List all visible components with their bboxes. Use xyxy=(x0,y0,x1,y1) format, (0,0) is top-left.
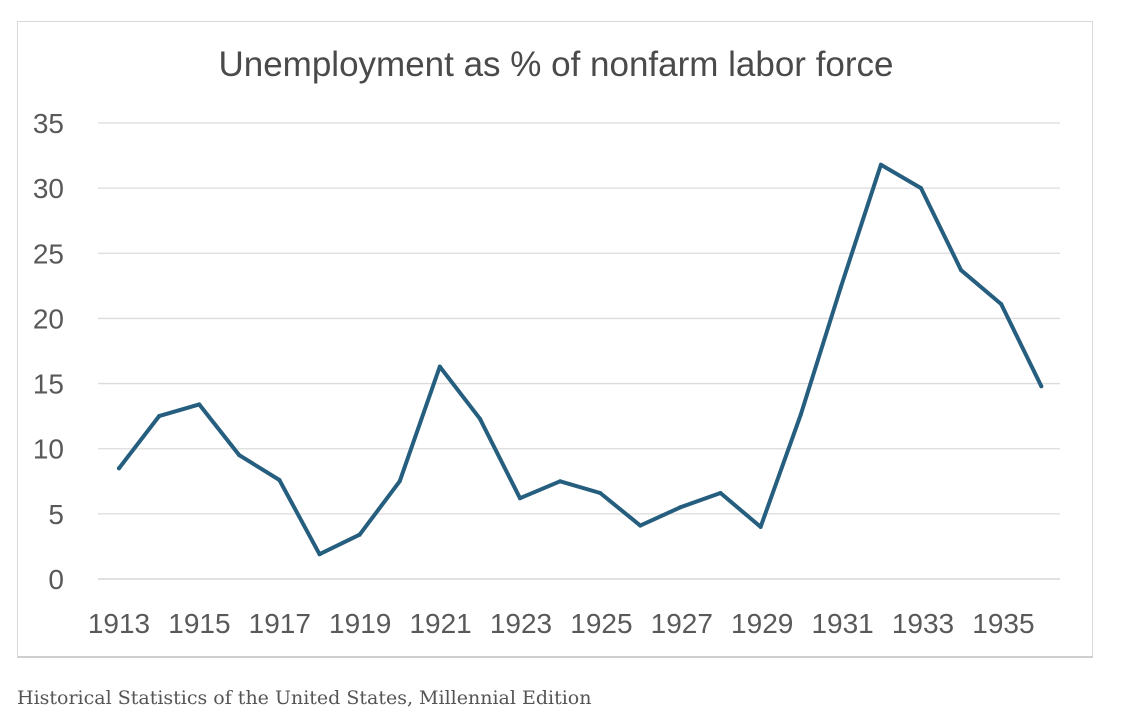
data-point xyxy=(718,491,723,495)
data-point xyxy=(437,364,442,369)
y-axis-ticks: 0 5 10 15 20 25 30 35 xyxy=(33,108,64,595)
data-point xyxy=(1039,384,1044,389)
data-point xyxy=(157,414,162,419)
x-tick-label: 1931 xyxy=(811,608,873,639)
data-point xyxy=(878,162,883,167)
y-tick-label: 20 xyxy=(33,303,64,334)
data-point xyxy=(838,285,843,290)
y-tick-label: 30 xyxy=(33,173,64,204)
y-tick-label: 0 xyxy=(48,564,64,595)
chart-frame xyxy=(17,21,1093,658)
series-group xyxy=(117,162,1044,557)
data-point xyxy=(317,552,322,557)
x-tick-label: 1925 xyxy=(570,608,632,639)
data-point xyxy=(197,402,202,407)
y-tick-label: 5 xyxy=(48,499,64,530)
data-point xyxy=(678,505,683,510)
x-tick-label: 1919 xyxy=(329,608,391,639)
x-tick-label: 1917 xyxy=(249,608,311,639)
data-point xyxy=(397,479,402,484)
data-point xyxy=(277,478,282,482)
y-tick-label: 25 xyxy=(33,238,64,269)
data-point xyxy=(237,453,242,458)
data-point xyxy=(758,524,763,529)
source-caption: Historical Statistics of the United Stat… xyxy=(17,687,592,709)
data-point xyxy=(959,268,964,273)
data-point xyxy=(798,412,803,417)
x-tick-label: 1935 xyxy=(972,608,1034,639)
data-point xyxy=(919,186,923,191)
y-tick-label: 10 xyxy=(33,434,64,465)
x-tick-label: 1923 xyxy=(490,608,552,639)
data-point xyxy=(999,302,1004,307)
x-axis-ticks: 1913 1915 1917 1919 1921 1923 1925 1927 1929 1931… xyxy=(88,608,1035,639)
x-tick-label: 1913 xyxy=(88,608,150,639)
data-point xyxy=(638,523,643,528)
data-point xyxy=(117,466,121,471)
x-tick-label: 1915 xyxy=(168,608,230,639)
x-tick-label: 1929 xyxy=(731,608,793,639)
y-tick-label: 35 xyxy=(33,108,64,139)
chart-title: Unemployment as % of nonfarm labor force xyxy=(218,45,893,84)
y-tick-label: 15 xyxy=(33,369,64,400)
series-line xyxy=(117,162,1044,557)
data-point xyxy=(558,479,563,484)
data-point xyxy=(357,532,362,537)
data-point xyxy=(477,416,482,421)
data-point xyxy=(598,491,603,495)
x-tick-label: 1921 xyxy=(409,608,471,639)
x-tick-label: 1933 xyxy=(892,608,954,639)
data-point xyxy=(518,496,522,501)
x-tick-label: 1927 xyxy=(651,608,713,639)
gridlines xyxy=(98,122,1060,580)
